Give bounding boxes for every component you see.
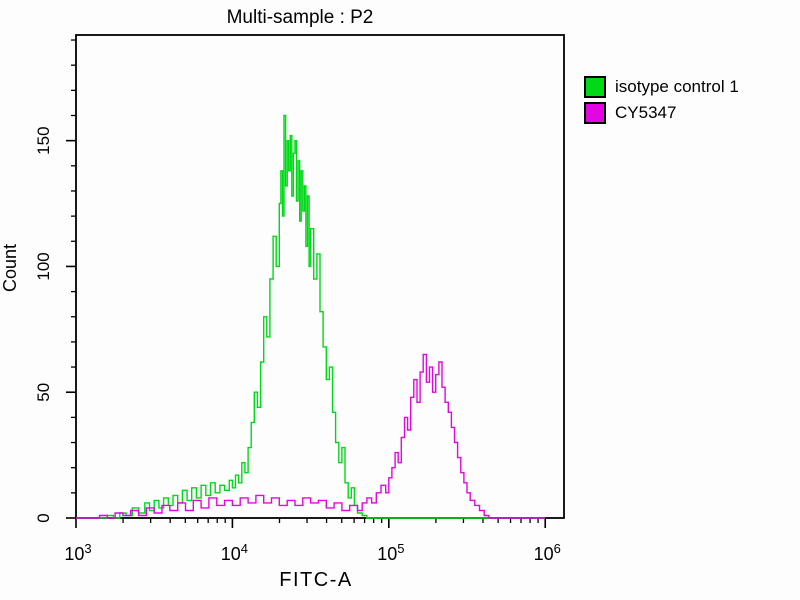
chart-title: Multi-sample : P2 <box>227 7 374 28</box>
legend: isotype control 1 CY5347 <box>584 76 739 124</box>
legend-item-cy5347: CY5347 <box>584 102 739 124</box>
y-tick-label: 0 <box>34 513 53 522</box>
legend-swatch-green <box>584 76 606 98</box>
y-tick-label: 100 <box>34 252 53 280</box>
x-tick-label: 106 <box>534 541 561 564</box>
legend-item-isotype-control: isotype control 1 <box>584 76 739 98</box>
series-curve-1 <box>76 353 546 519</box>
y-tick-label: 150 <box>34 126 53 154</box>
y-axis-title: Count <box>0 244 20 292</box>
series-curves <box>76 114 546 519</box>
y-tick-label: 50 <box>34 383 53 402</box>
x-tick-label: 103 <box>64 541 91 564</box>
x-tick-label: 104 <box>221 541 248 564</box>
series-curve-0 <box>76 114 546 519</box>
legend-label-cy5347: CY5347 <box>615 103 677 122</box>
legend-swatch-magenta <box>584 102 606 124</box>
plot-border <box>75 34 565 519</box>
axes: 103 104 105 106 0 50 100 150 <box>34 34 565 564</box>
legend-label-isotype-control: isotype control 1 <box>615 77 739 96</box>
x-axis-title: FITC-A <box>279 569 352 591</box>
x-tick-label: 105 <box>377 541 404 564</box>
